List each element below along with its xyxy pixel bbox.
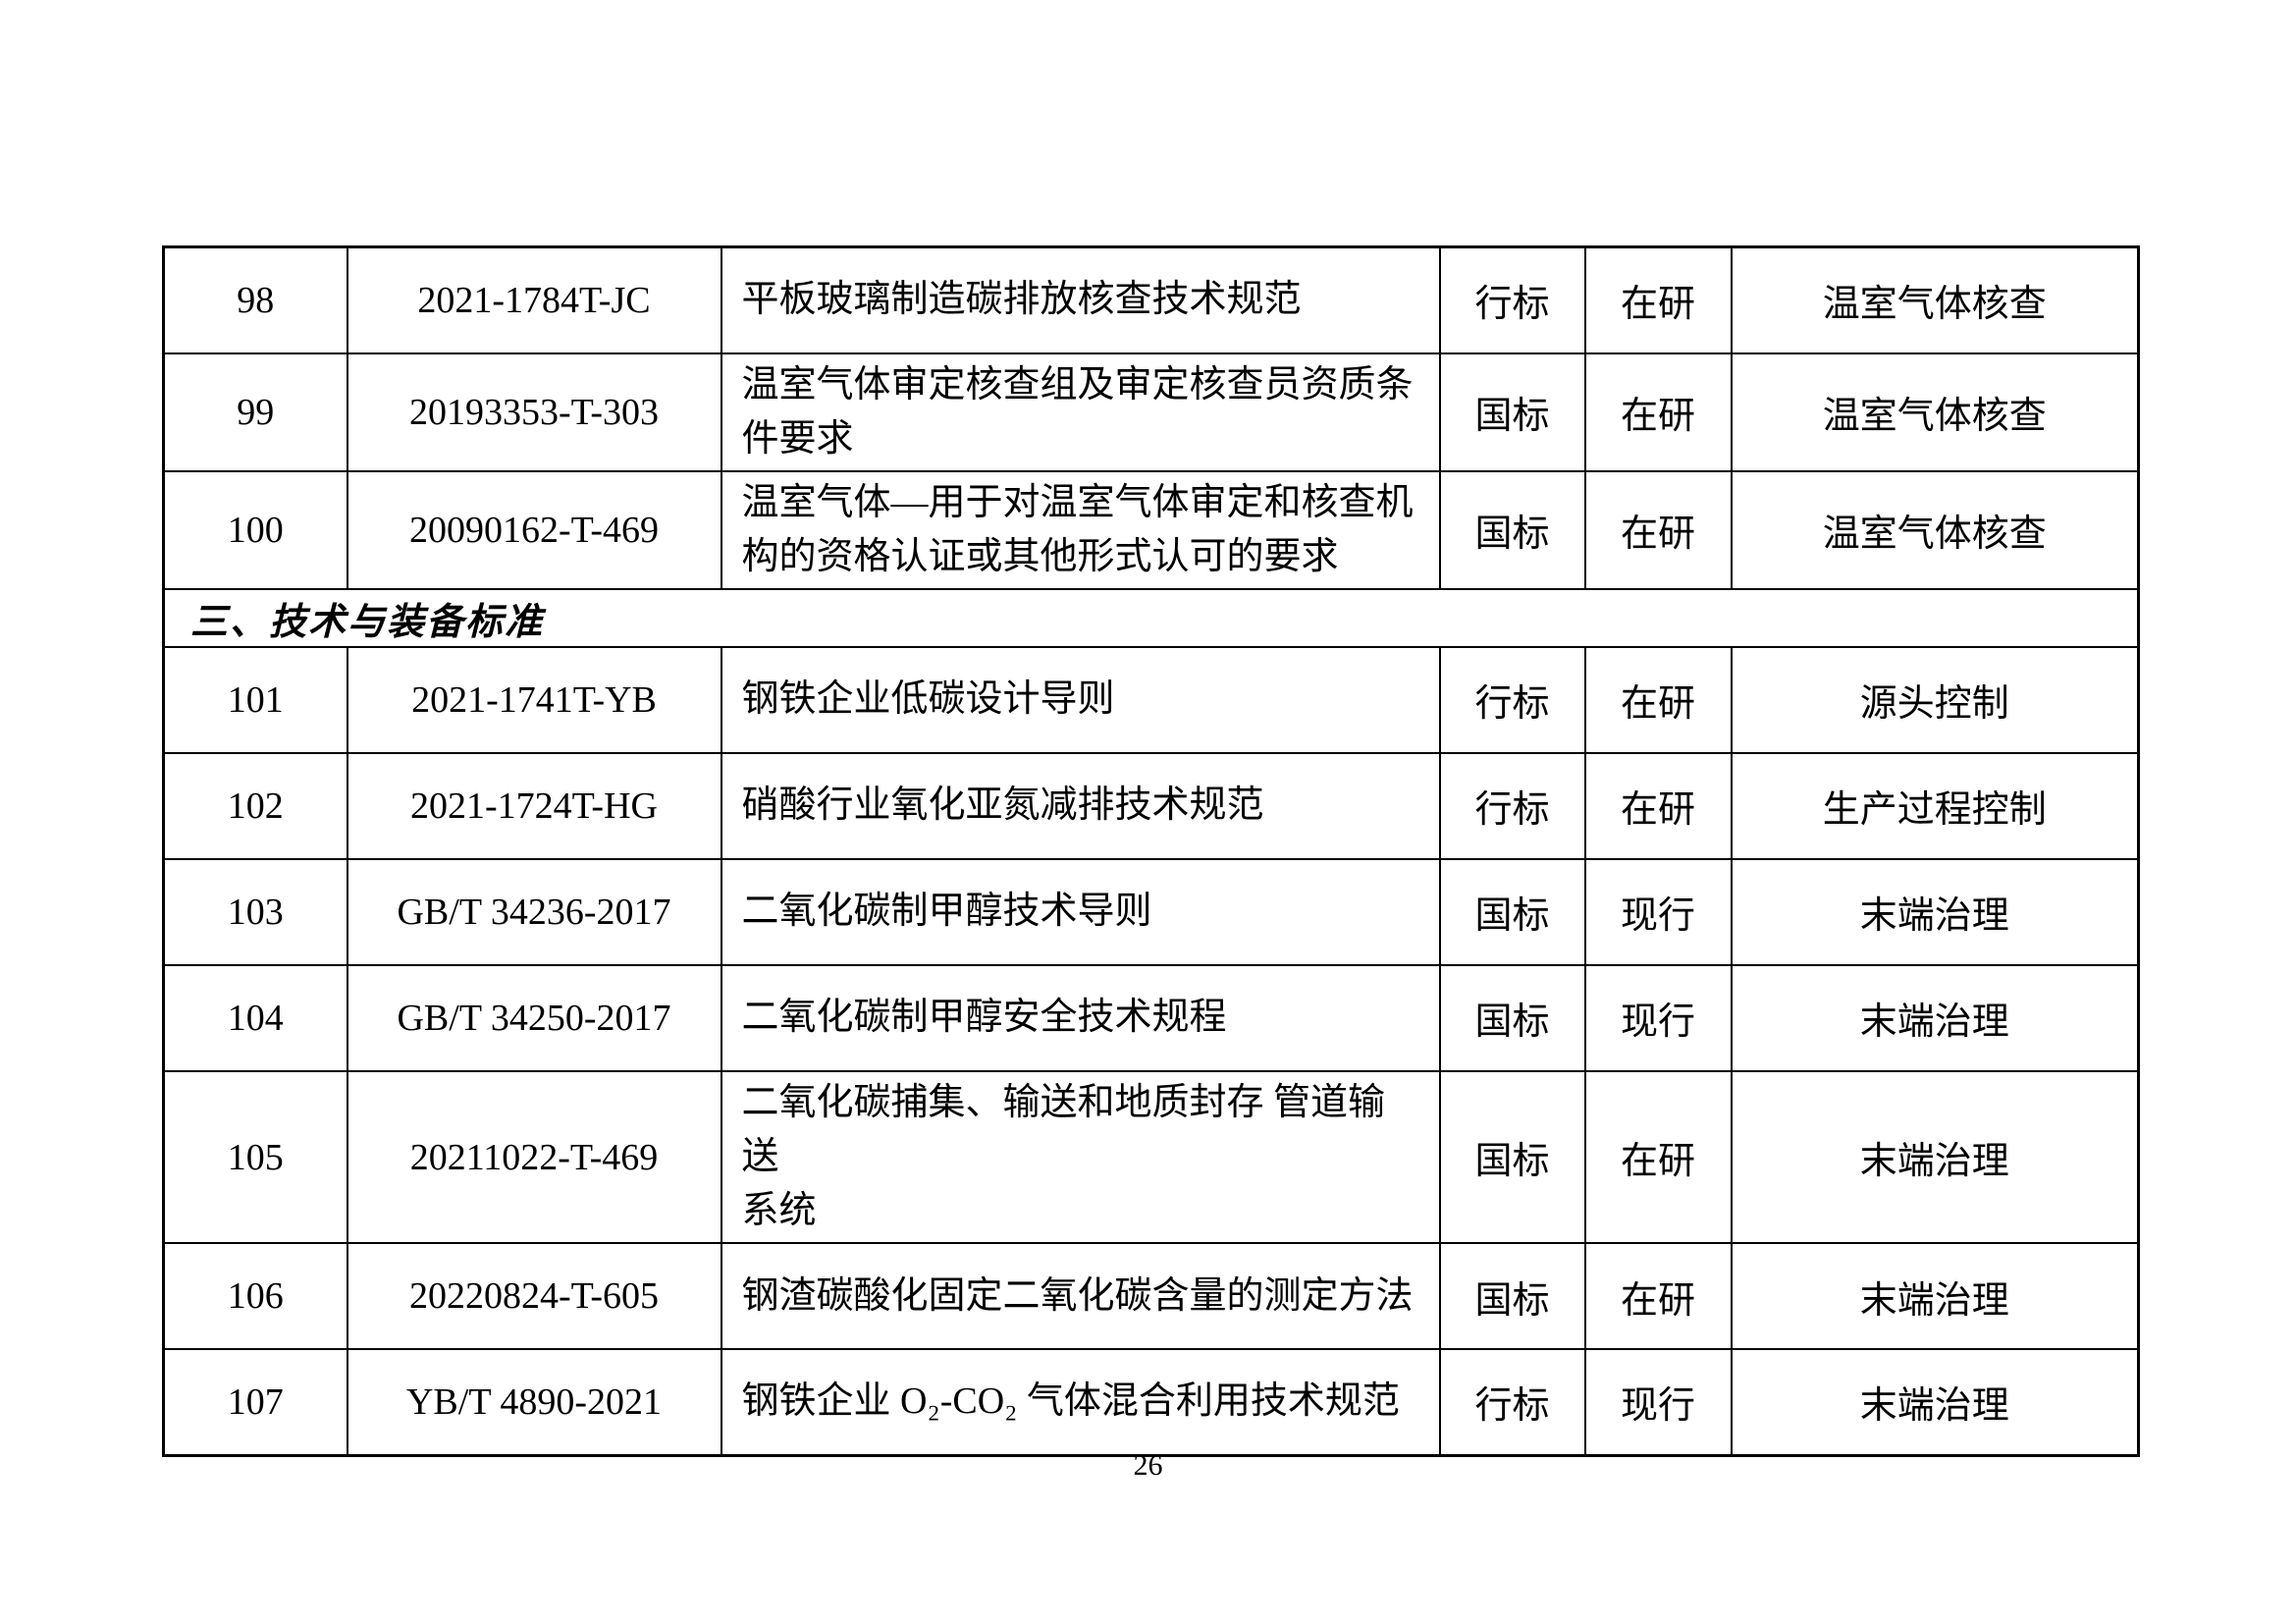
table-row: 107 YB/T 4890-2021 钢铁企业 O₂-CO₂ 气体混合利用技术规…	[162, 1348, 2140, 1457]
row-number-cell: 102	[162, 751, 348, 860]
standard-type-cell: 行标	[1438, 645, 1586, 754]
standard-code-cell: 2021-1741T-YB	[346, 645, 722, 754]
row-number-cell: 106	[162, 1242, 348, 1351]
standard-type-cell: 国标	[1438, 963, 1586, 1072]
standard-code-cell: 20220824-T-605	[346, 1242, 722, 1351]
standard-status-cell: 在研	[1583, 751, 1733, 860]
standard-category-cell: 源头控制	[1730, 645, 2140, 754]
standard-category-cell: 生产过程控制	[1730, 751, 2140, 860]
standard-type-cell: 国标	[1438, 352, 1586, 472]
row-number-cell: 101	[162, 645, 348, 754]
standard-name-cell: 二氧化碳制甲醇技术导则	[720, 857, 1441, 966]
standard-status-cell: 在研	[1583, 645, 1733, 754]
standard-code-cell: 20090162-T-469	[346, 469, 722, 590]
standard-category-cell: 温室气体核查	[1730, 469, 2140, 590]
standard-category-cell: 末端治理	[1730, 1069, 2140, 1245]
standard-name-cell: 钢渣碳酸化固定二氧化碳含量的测定方法	[720, 1242, 1441, 1351]
standard-category-cell: 末端治理	[1730, 857, 2140, 966]
row-number-cell: 107	[162, 1348, 348, 1457]
standard-status-cell: 在研	[1583, 352, 1733, 472]
standard-type-cell: 行标	[1438, 1348, 1586, 1457]
standard-status-cell: 在研	[1583, 469, 1733, 590]
standard-status-cell: 现行	[1583, 1348, 1733, 1457]
standard-name-cell: 温室气体—用于对温室气体审定和核查机 构的资格认证或其他形式认可的要求	[720, 469, 1441, 590]
standard-status-cell: 在研	[1583, 245, 1733, 354]
table-row: 106 20220824-T-605 钢渣碳酸化固定二氧化碳含量的测定方法 国标…	[162, 1242, 2140, 1351]
standard-category-cell: 末端治理	[1730, 1242, 2140, 1351]
table-row: 102 2021-1724T-HG 硝酸行业氧化亚氮减排技术规范 行标 在研 生…	[162, 751, 2140, 860]
table-row: 98 2021-1784T-JC 平板玻璃制造碳排放核查技术规范 行标 在研 温…	[162, 245, 2140, 354]
row-number-cell: 103	[162, 857, 348, 966]
standards-table: 98 2021-1784T-JC 平板玻璃制造碳排放核查技术规范 行标 在研 温…	[162, 245, 2140, 1457]
standard-type-cell: 行标	[1438, 751, 1586, 860]
table-row: 103 GB/T 34236-2017 二氧化碳制甲醇技术导则 国标 现行 末端…	[162, 857, 2140, 966]
standard-status-cell: 在研	[1583, 1069, 1733, 1245]
standard-code-cell: YB/T 4890-2021	[346, 1348, 722, 1457]
table-row: 105 20211022-T-469 二氧化碳捕集、输送和地质封存 管道输送 系…	[162, 1069, 2140, 1245]
row-number-cell: 104	[162, 963, 348, 1072]
standard-status-cell: 现行	[1583, 963, 1733, 1072]
standard-category-cell: 末端治理	[1730, 1348, 2140, 1457]
standard-type-cell: 行标	[1438, 245, 1586, 354]
standard-category-cell: 温室气体核查	[1730, 245, 2140, 354]
row-number-cell: 98	[162, 245, 348, 354]
standard-name-cell: 钢铁企业 O₂-CO₂ 气体混合利用技术规范	[720, 1348, 1441, 1457]
standard-code-cell: GB/T 34250-2017	[346, 963, 722, 1072]
table-row: 99 20193353-T-303 温室气体审定核查组及审定核查员资质条 件要求…	[162, 352, 2140, 472]
standard-code-cell: 20193353-T-303	[346, 352, 722, 472]
standard-code-cell: GB/T 34236-2017	[346, 857, 722, 966]
table-row: 100 20090162-T-469 温室气体—用于对温室气体审定和核查机 构的…	[162, 469, 2140, 590]
section-title: 三、技术与装备标准	[162, 587, 2140, 648]
standard-name-cell: 二氧化碳捕集、输送和地质封存 管道输送 系统	[720, 1069, 1441, 1245]
standard-type-cell: 国标	[1438, 469, 1586, 590]
standard-type-cell: 国标	[1438, 1069, 1586, 1245]
page-number: 26	[1133, 1449, 1163, 1482]
standard-category-cell: 温室气体核查	[1730, 352, 2140, 472]
standard-status-cell: 现行	[1583, 857, 1733, 966]
standard-name-cell: 温室气体审定核查组及审定核查员资质条 件要求	[720, 352, 1441, 472]
standard-name-cell: 二氧化碳制甲醇安全技术规程	[720, 963, 1441, 1072]
table-row: 101 2021-1741T-YB 钢铁企业低碳设计导则 行标 在研 源头控制	[162, 645, 2140, 754]
standard-code-cell: 20211022-T-469	[346, 1069, 722, 1245]
standard-code-cell: 2021-1784T-JC	[346, 245, 722, 354]
standard-name-cell: 硝酸行业氧化亚氮减排技术规范	[720, 751, 1441, 860]
standard-name-cell: 平板玻璃制造碳排放核查技术规范	[720, 245, 1441, 354]
row-number-cell: 105	[162, 1069, 348, 1245]
section-header-row: 三、技术与装备标准	[162, 587, 2140, 648]
table-row: 104 GB/T 34250-2017 二氧化碳制甲醇安全技术规程 国标 现行 …	[162, 963, 2140, 1072]
standard-type-cell: 国标	[1438, 857, 1586, 966]
standard-category-cell: 末端治理	[1730, 963, 2140, 1072]
standard-name-cell: 钢铁企业低碳设计导则	[720, 645, 1441, 754]
standard-status-cell: 在研	[1583, 1242, 1733, 1351]
standard-type-cell: 国标	[1438, 1242, 1586, 1351]
standard-code-cell: 2021-1724T-HG	[346, 751, 722, 860]
row-number-cell: 100	[162, 469, 348, 590]
row-number-cell: 99	[162, 352, 348, 472]
